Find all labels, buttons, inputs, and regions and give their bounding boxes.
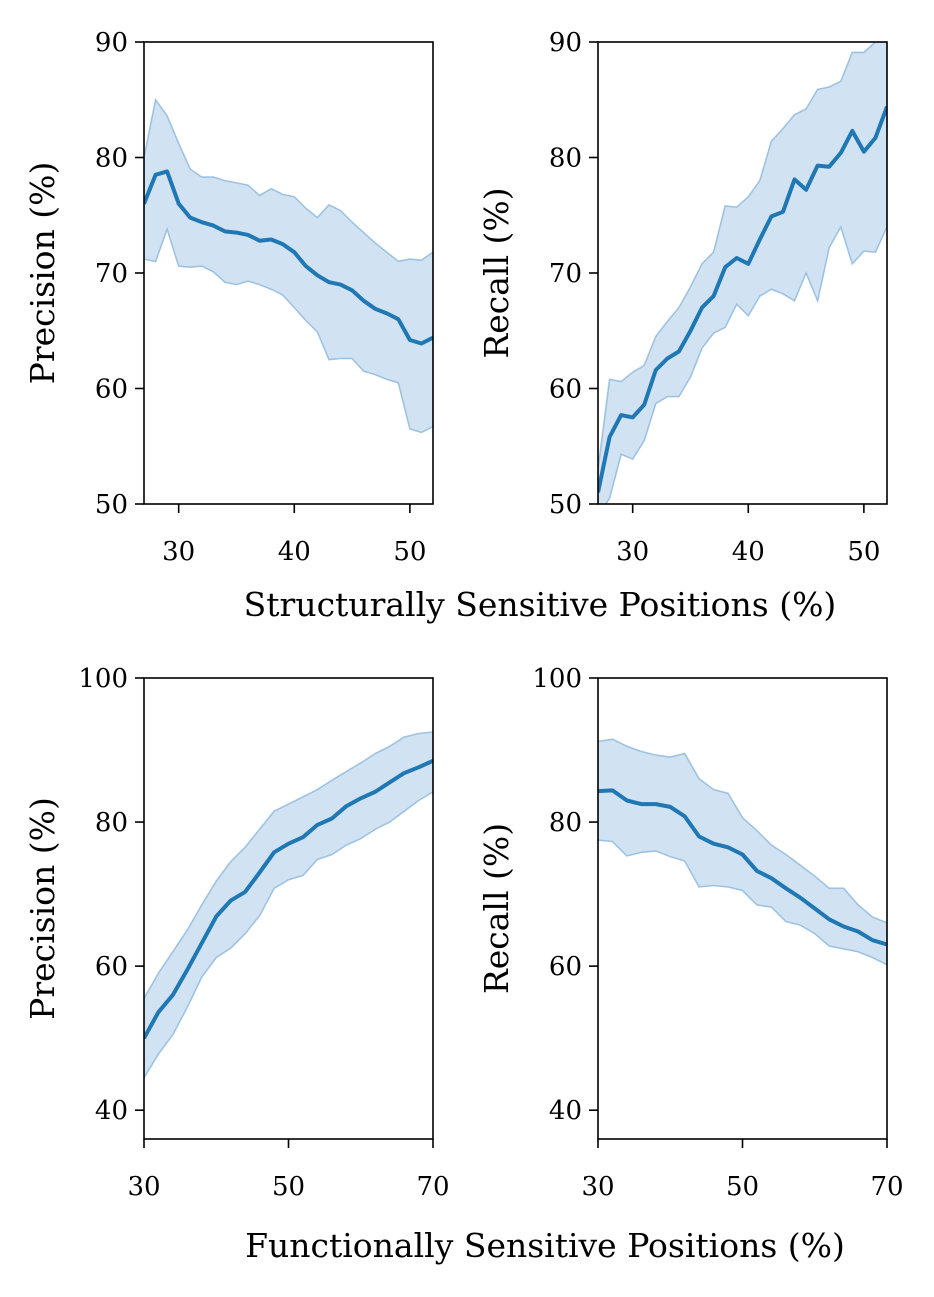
y-axis-title: Recall (%): [477, 823, 516, 994]
y-axis-title: Recall (%): [477, 187, 516, 358]
panel-structural-recall: 50 60 70 80 90 30 40 50 Recall (%): [477, 28, 888, 567]
y-axis-title: Precision (%): [23, 162, 62, 385]
x-tick-label: 30: [127, 1172, 160, 1202]
plot-area: [598, 42, 887, 504]
y-tick-label: 60: [549, 375, 582, 405]
confidence-band: [144, 97, 433, 434]
y-tick-label: 90: [549, 28, 582, 58]
mean-line: [598, 106, 887, 493]
y-tick-label: 70: [95, 259, 128, 289]
mean-line: [144, 758, 433, 1040]
panel-functional-precision: 40 60 80 100 30 50 70 Precision (%): [23, 664, 450, 1202]
mean-line: [144, 169, 433, 346]
x-tick-label: 40: [278, 537, 311, 567]
y-tick-label: 80: [549, 808, 582, 838]
y-tick-label: 70: [549, 259, 582, 289]
y-axis-title: Precision (%): [23, 797, 62, 1020]
y-tick-label: 50: [95, 490, 128, 520]
x-tick-label: 50: [847, 537, 880, 567]
y-tick-label: 80: [95, 808, 128, 838]
plot-area: [144, 731, 433, 1080]
y-tick-label: 90: [95, 28, 128, 58]
x-tick-label: 40: [732, 537, 765, 567]
row2-xlabel: Functionally Sensitive Positions (%): [245, 1226, 845, 1265]
y-tick-label: 80: [95, 144, 128, 174]
x-tick-label: 50: [393, 537, 426, 567]
confidence-band: [598, 42, 887, 504]
y-tick-label: 60: [549, 952, 582, 982]
confidence-band: [144, 731, 433, 1080]
panel-functional-recall: 40 60 80 100 30 50 70 Recall (%): [477, 664, 904, 1202]
panel-structural-precision: 50 60 70 80 90 30 40 50 Precision (%): [23, 28, 434, 567]
x-tick-label: 50: [272, 1172, 305, 1202]
y-tick-label: 40: [95, 1096, 128, 1126]
plot-area: [144, 97, 433, 434]
x-tick-label: 30: [616, 537, 649, 567]
mean-line: [598, 788, 887, 947]
y-tick-label: 100: [78, 664, 128, 694]
row1-xlabel: Structurally Sensitive Positions (%): [244, 585, 837, 624]
x-tick-label: 50: [726, 1172, 759, 1202]
y-tick-label: 80: [549, 144, 582, 174]
plot-area: [598, 738, 887, 966]
y-tick-label: 100: [532, 664, 582, 694]
y-tick-label: 60: [95, 952, 128, 982]
x-tick-label: 30: [162, 537, 195, 567]
y-tick-label: 40: [549, 1096, 582, 1126]
y-tick-label: 50: [549, 490, 582, 520]
x-tick-label: 70: [416, 1172, 449, 1202]
y-tick-label: 60: [95, 375, 128, 405]
x-tick-label: 70: [870, 1172, 903, 1202]
confidence-band: [598, 738, 887, 966]
x-tick-label: 30: [581, 1172, 614, 1202]
